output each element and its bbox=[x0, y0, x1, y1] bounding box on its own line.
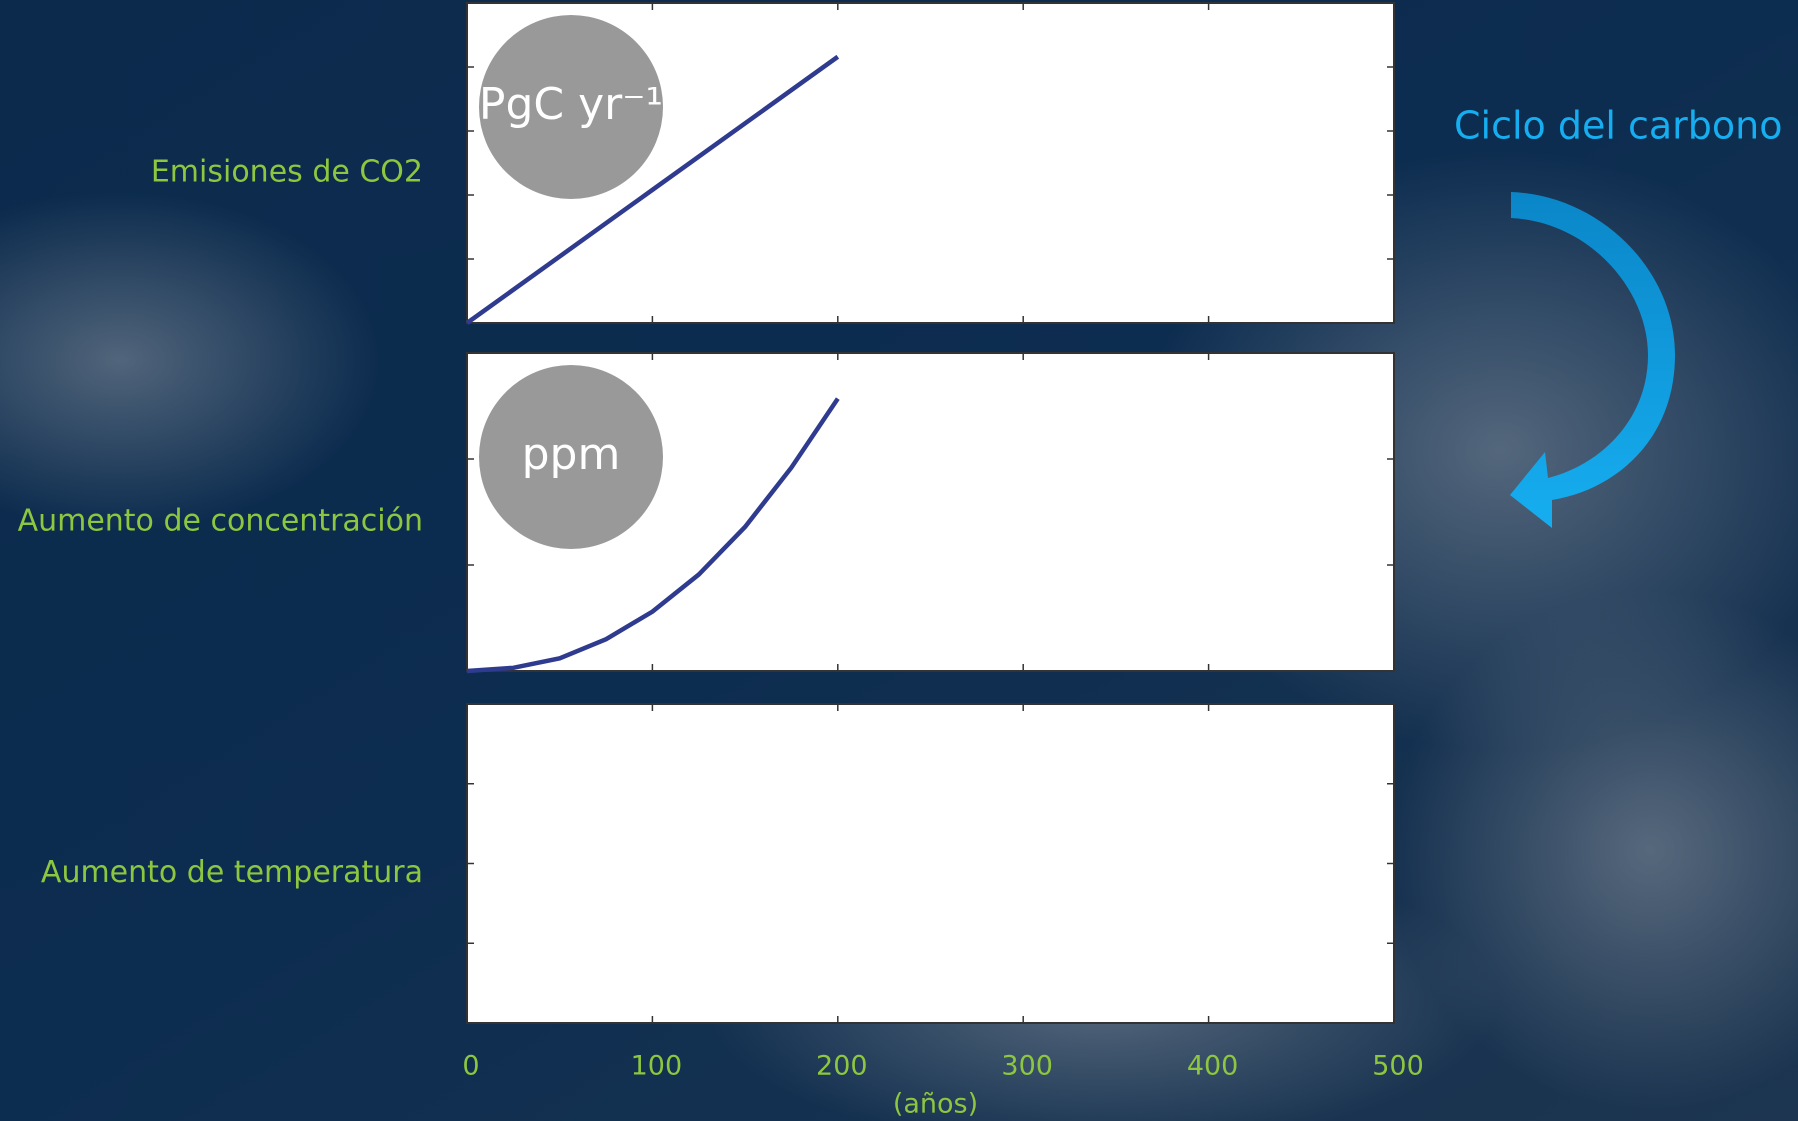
x-tick-label: 0 bbox=[462, 1051, 479, 1082]
unit-label: PgC yr⁻¹ bbox=[479, 79, 663, 130]
y-axis-title: Aumento de temperatura bbox=[41, 855, 423, 890]
data-line bbox=[466, 397, 840, 674]
unit-badge bbox=[479, 365, 663, 549]
cycle-arrow bbox=[1510, 192, 1675, 528]
x-axis-title: (años) bbox=[893, 1089, 978, 1120]
plot-area bbox=[466, 703, 1395, 1024]
y-axis-title: Emisiones de CO2 bbox=[151, 155, 423, 190]
x-tick-label: 200 bbox=[816, 1051, 868, 1082]
x-tick-label: 400 bbox=[1187, 1051, 1239, 1082]
y-axis-title: Aumento de concentración bbox=[18, 504, 423, 539]
unit-badge bbox=[479, 15, 663, 199]
cloud bbox=[0, 190, 380, 530]
x-tick-label: 100 bbox=[631, 1051, 683, 1082]
annotation: Ciclo del carbono bbox=[1454, 104, 1783, 148]
x-tick-label: 300 bbox=[1001, 1051, 1053, 1082]
unit-label: ppm bbox=[522, 429, 621, 480]
x-tick-label: 500 bbox=[1372, 1051, 1424, 1082]
data-line bbox=[465, 54, 840, 325]
